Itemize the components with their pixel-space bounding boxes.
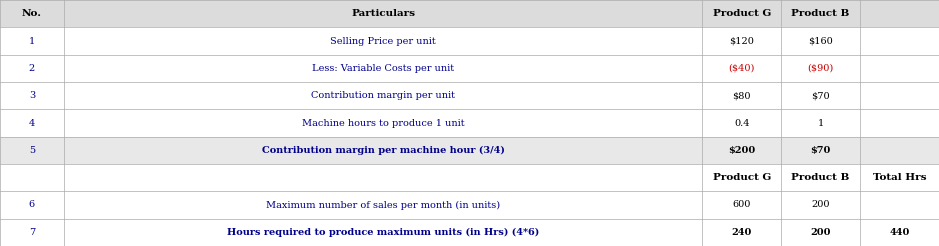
Bar <box>0 27 939 55</box>
Text: $80: $80 <box>732 91 751 100</box>
Text: Contribution margin per machine hour (3/4): Contribution margin per machine hour (3/… <box>262 146 504 155</box>
Bar <box>0 219 939 246</box>
Text: $120: $120 <box>730 36 754 46</box>
Text: Less: Variable Costs per unit: Less: Variable Costs per unit <box>312 64 454 73</box>
Bar <box>0 82 939 109</box>
Text: $160: $160 <box>808 36 833 46</box>
Text: Hours required to produce maximum units (in Hrs) (4*6): Hours required to produce maximum units … <box>227 228 539 237</box>
Text: 5: 5 <box>29 146 35 155</box>
Text: 7: 7 <box>29 228 35 237</box>
Text: No.: No. <box>22 9 42 18</box>
Bar <box>0 191 939 219</box>
Text: 1: 1 <box>29 36 35 46</box>
Text: 200: 200 <box>811 200 830 210</box>
Text: Machine hours to produce 1 unit: Machine hours to produce 1 unit <box>301 119 465 127</box>
Text: ($90): ($90) <box>808 64 834 73</box>
Text: $200: $200 <box>728 146 756 155</box>
Text: $70: $70 <box>810 146 831 155</box>
Text: 4: 4 <box>29 119 35 127</box>
Text: 240: 240 <box>731 228 752 237</box>
Text: Maximum number of sales per month (in units): Maximum number of sales per month (in un… <box>266 200 500 210</box>
Text: 3: 3 <box>29 91 35 100</box>
Text: Contribution margin per unit: Contribution margin per unit <box>311 91 455 100</box>
Text: Total Hrs: Total Hrs <box>873 173 926 182</box>
Text: 6: 6 <box>29 200 35 210</box>
Bar <box>0 0 939 27</box>
Text: Selling Price per unit: Selling Price per unit <box>331 36 436 46</box>
Text: 440: 440 <box>889 228 910 237</box>
Text: Product G: Product G <box>713 173 771 182</box>
Text: Particulars: Particulars <box>351 9 415 18</box>
Bar <box>0 164 939 191</box>
Text: 200: 200 <box>810 228 831 237</box>
Bar <box>0 137 939 164</box>
Text: 2: 2 <box>29 64 35 73</box>
Text: Product B: Product B <box>792 9 850 18</box>
Text: 1: 1 <box>818 119 824 127</box>
Bar <box>0 109 939 137</box>
Text: 0.4: 0.4 <box>734 119 749 127</box>
Text: ($40): ($40) <box>729 64 755 73</box>
Text: $70: $70 <box>811 91 830 100</box>
Text: Product B: Product B <box>792 173 850 182</box>
Bar <box>0 55 939 82</box>
Text: 600: 600 <box>732 200 751 210</box>
Text: Product G: Product G <box>713 9 771 18</box>
